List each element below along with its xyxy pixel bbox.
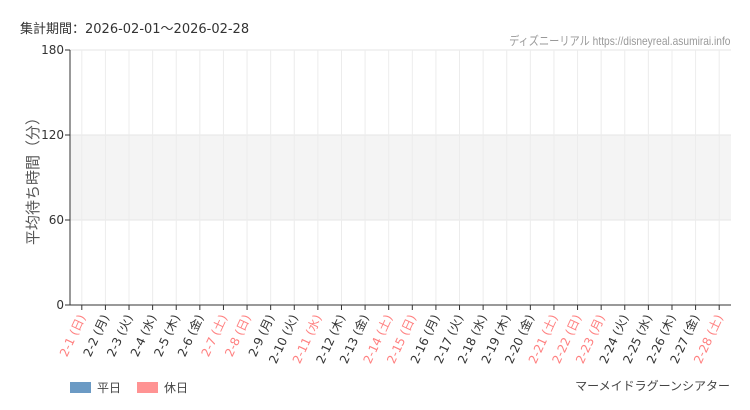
- legend-swatch-weekday: [70, 382, 91, 393]
- legend-swatch-holiday: [137, 382, 159, 393]
- legend-label-holiday: 休日: [164, 381, 189, 395]
- legend-item-holiday[interactable]: 休日: [137, 379, 188, 396]
- attraction-name: マーメイドラグーンシアター: [575, 379, 730, 393]
- y-tick-label: 60: [49, 213, 64, 227]
- legend-item-weekday[interactable]: 平日: [70, 379, 121, 396]
- band-shade: [70, 135, 731, 220]
- legend-label-weekday: 平日: [97, 381, 122, 395]
- legend: 平日 休日: [70, 379, 188, 396]
- y-axis-label: 平均待ち時間（分）: [24, 110, 42, 245]
- site-credit: ディズニーリアル https://disneyreal.asumirai.inf…: [508, 34, 730, 48]
- y-tick-label: 120: [41, 128, 64, 142]
- y-tick-label: 180: [41, 43, 64, 57]
- period-label: 集計期間：2026-02-01～2026-02-28: [20, 22, 250, 37]
- y-tick-label: 0: [56, 298, 64, 312]
